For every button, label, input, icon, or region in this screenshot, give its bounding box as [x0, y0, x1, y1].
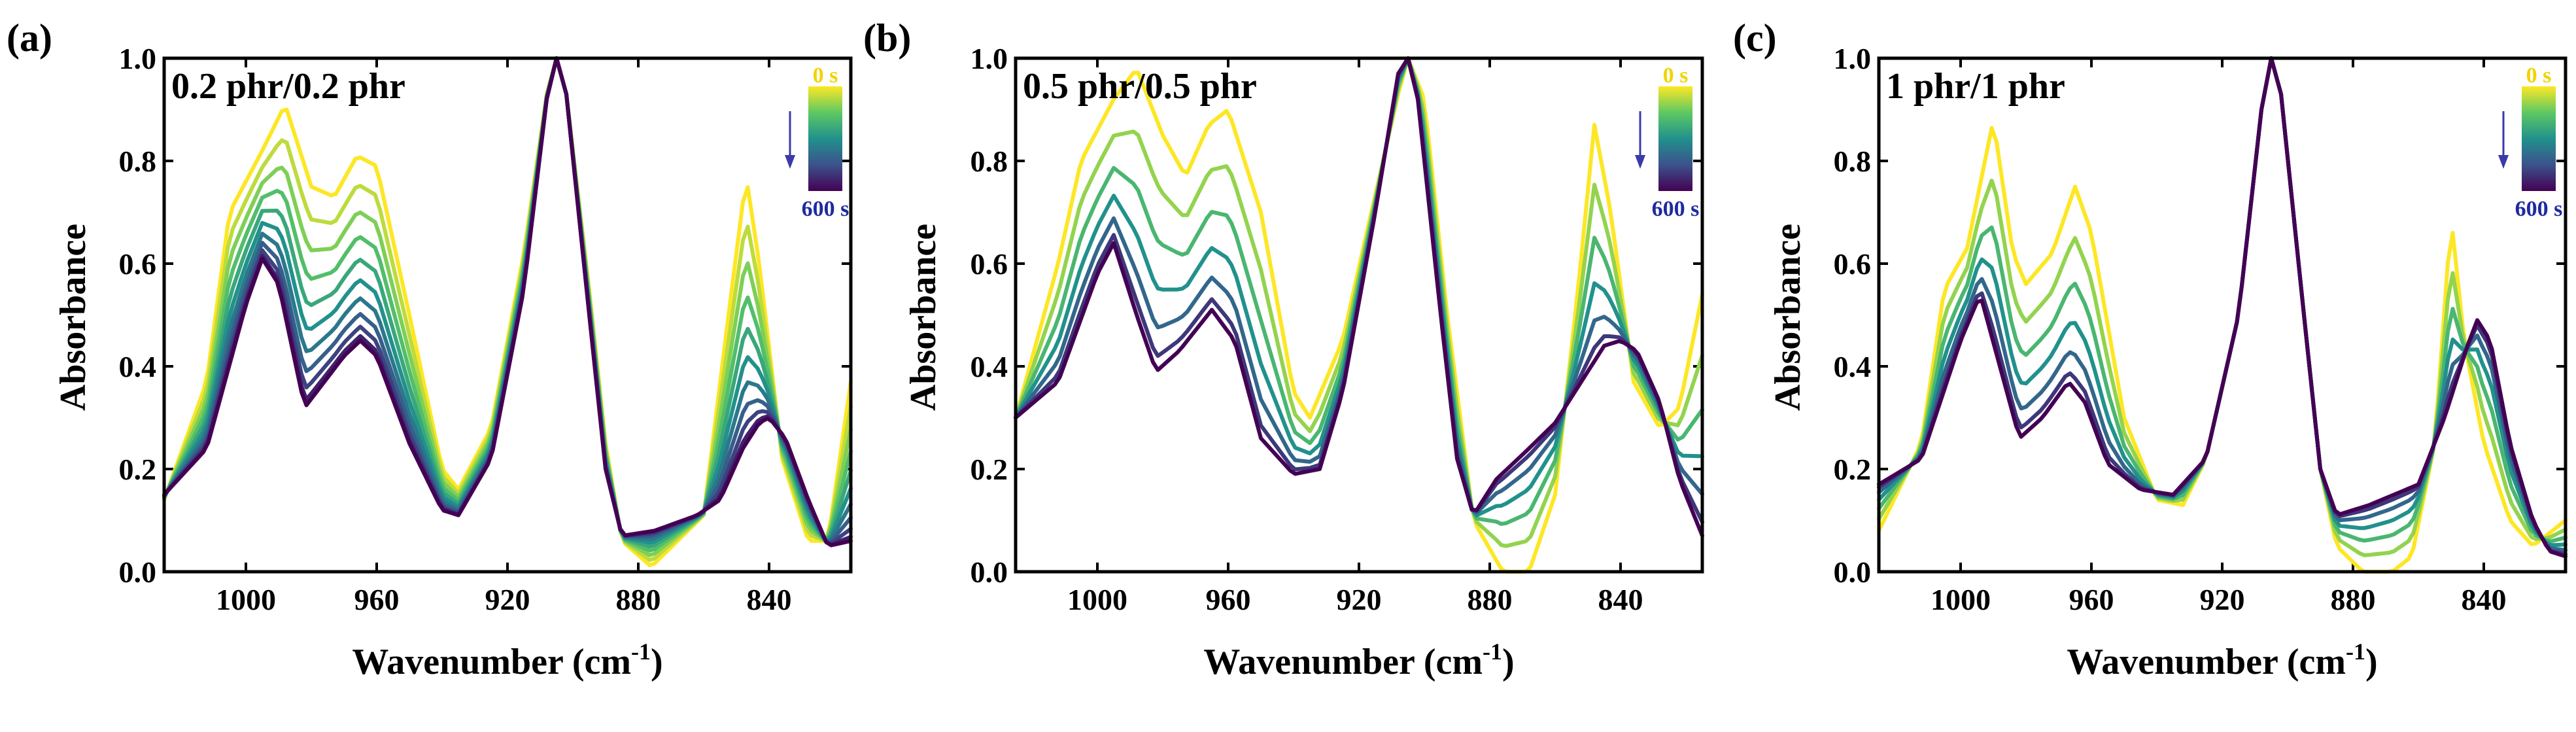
x-tick-label: 840	[1598, 583, 1643, 616]
y-tick-label: 0.0	[970, 555, 1008, 589]
y-tick-label: 0.8	[1834, 145, 1872, 178]
panel-a: (a) Absorbance 0.0 0.2 0.4 0.6 0.8 1.0 1000 96…	[7, 16, 853, 682]
x-tick-label: 840	[747, 583, 792, 616]
y-tick-label: 0.2	[119, 453, 157, 486]
colorbar-bottom-label: 600 s	[802, 197, 850, 221]
spectra	[1877, 56, 2567, 574]
y-tick-labels: 0.0 0.2 0.4 0.6 0.8 1.0	[970, 42, 1008, 589]
colorbar-bottom-label: 600 s	[1652, 197, 1700, 221]
x-tick-labels: 1000 960 920 880 840	[1931, 583, 2507, 616]
spectrum-line	[1877, 56, 2567, 559]
x-tick-label: 840	[2462, 583, 2507, 616]
panel-letter: (a)	[7, 16, 52, 60]
sample-annotation: 0.2 phr/0.2 phr	[171, 66, 405, 107]
spectrum-line	[162, 56, 853, 562]
x-tick-label: 880	[616, 583, 661, 616]
y-tick-label: 0.6	[970, 247, 1008, 281]
x-tick-label: 920	[485, 583, 530, 616]
spectrum-line	[1014, 56, 1704, 525]
y-tick-label: 0.0	[119, 555, 157, 589]
y-tick-labels: 0.0 0.2 0.4 0.6 0.8 1.0	[1834, 42, 1872, 589]
y-tick-label: 0.6	[119, 247, 157, 281]
x-axis-label: Wavenumber (cm-1)	[1203, 638, 1514, 682]
plot-frame	[1014, 56, 1704, 574]
x-axis-unit-exponent: -1	[2346, 638, 2365, 665]
y-tick-label: 1.0	[970, 42, 1008, 75]
x-axis-unit-close: )	[2365, 642, 2378, 682]
x-axis-unit-exponent: -1	[631, 638, 651, 665]
y-axis-label: Absorbance	[903, 224, 944, 411]
colorbar	[808, 86, 842, 191]
sample-annotation: 1 phr/1 phr	[1886, 66, 2065, 107]
x-tick-label: 880	[1468, 583, 1513, 616]
x-tick-label: 960	[2069, 583, 2114, 616]
spectrum-line	[162, 56, 853, 567]
x-tick-labels: 1000 960 920 880 840	[216, 583, 792, 616]
y-tick-label: 1.0	[1834, 42, 1872, 75]
x-axis-unit: (cm	[572, 642, 631, 682]
x-axis-unit: (cm	[2287, 642, 2346, 682]
x-tick-label: 960	[1206, 583, 1251, 616]
x-axis-unit-exponent: -1	[1483, 638, 1502, 665]
x-axis-label-text: Wavenumber	[1203, 642, 1415, 682]
x-tick-label: 1000	[1931, 583, 1991, 616]
x-axis-label-text: Wavenumber	[2067, 642, 2278, 682]
y-axis-label: Absorbance	[53, 224, 94, 411]
colorbar	[2522, 86, 2556, 191]
panel-letter: (b)	[863, 16, 911, 60]
spectrum-line	[1877, 56, 2567, 574]
y-tick-label: 0.4	[970, 350, 1008, 383]
y-tick-label: 0.4	[1834, 350, 1872, 383]
x-axis-label: Wavenumber (cm-1)	[2067, 638, 2377, 682]
x-tick-label: 920	[2200, 583, 2245, 616]
colorbar-bottom-label: 600 s	[2515, 197, 2563, 221]
y-tick-label: 0.8	[119, 145, 157, 178]
x-tick-label: 1000	[216, 583, 276, 616]
x-tick-label: 880	[2331, 583, 2376, 616]
panel-b: (b) Absorbance 0.0 0.2 0.4 0.6 0.8 1.0 1000 96…	[863, 16, 1704, 682]
spectrum-line	[1014, 56, 1704, 538]
colorbar-top-label: 0 s	[2526, 63, 2552, 88]
y-tick-labels: 0.0 0.2 0.4 0.6 0.8 1.0	[119, 42, 157, 589]
spectra	[162, 56, 853, 567]
spectrum-line	[162, 56, 853, 548]
y-tick-label: 0.2	[1834, 453, 1872, 486]
x-tick-label: 960	[354, 583, 400, 616]
x-axis-label-text: Wavenumber	[352, 642, 563, 682]
plot-frame	[1877, 56, 2567, 574]
down-arrow-icon	[785, 111, 795, 169]
colorbar-top-label: 0 s	[813, 63, 838, 88]
y-axis-label: Absorbance	[1768, 224, 1808, 411]
x-tick-labels: 1000 960 920 880 840	[1067, 583, 1643, 616]
x-axis-unit-close: )	[651, 642, 663, 682]
axis-ticks	[164, 57, 851, 573]
y-tick-label: 0.0	[1834, 555, 1872, 589]
y-tick-label: 0.6	[1834, 247, 1872, 281]
colorbar-top-label: 0 s	[1663, 63, 1689, 88]
sample-annotation: 0.5 phr/0.5 phr	[1023, 66, 1257, 107]
panel-letter: (c)	[1733, 16, 1777, 60]
y-tick-label: 0.8	[970, 145, 1008, 178]
spectra	[1014, 56, 1704, 574]
spectrum-line	[162, 56, 853, 557]
y-tick-label: 0.4	[119, 350, 157, 383]
x-axis-unit-close: )	[1502, 642, 1515, 682]
x-axis-unit: (cm	[1424, 642, 1483, 682]
x-axis-label: Wavenumber (cm-1)	[352, 638, 662, 682]
x-tick-label: 1000	[1067, 583, 1127, 616]
down-arrow-icon	[2498, 111, 2509, 169]
panel-c: (c) Absorbance 0.0 0.2 0.4 0.6 0.8 1.0 1000 96…	[1733, 16, 2567, 682]
y-tick-label: 1.0	[119, 42, 157, 75]
spectrum-line	[162, 56, 853, 553]
x-tick-label: 920	[1337, 583, 1382, 616]
plot-frame	[162, 56, 853, 574]
down-arrow-icon	[1635, 111, 1645, 169]
y-tick-label: 0.2	[970, 453, 1008, 486]
colorbar	[1658, 86, 1692, 191]
